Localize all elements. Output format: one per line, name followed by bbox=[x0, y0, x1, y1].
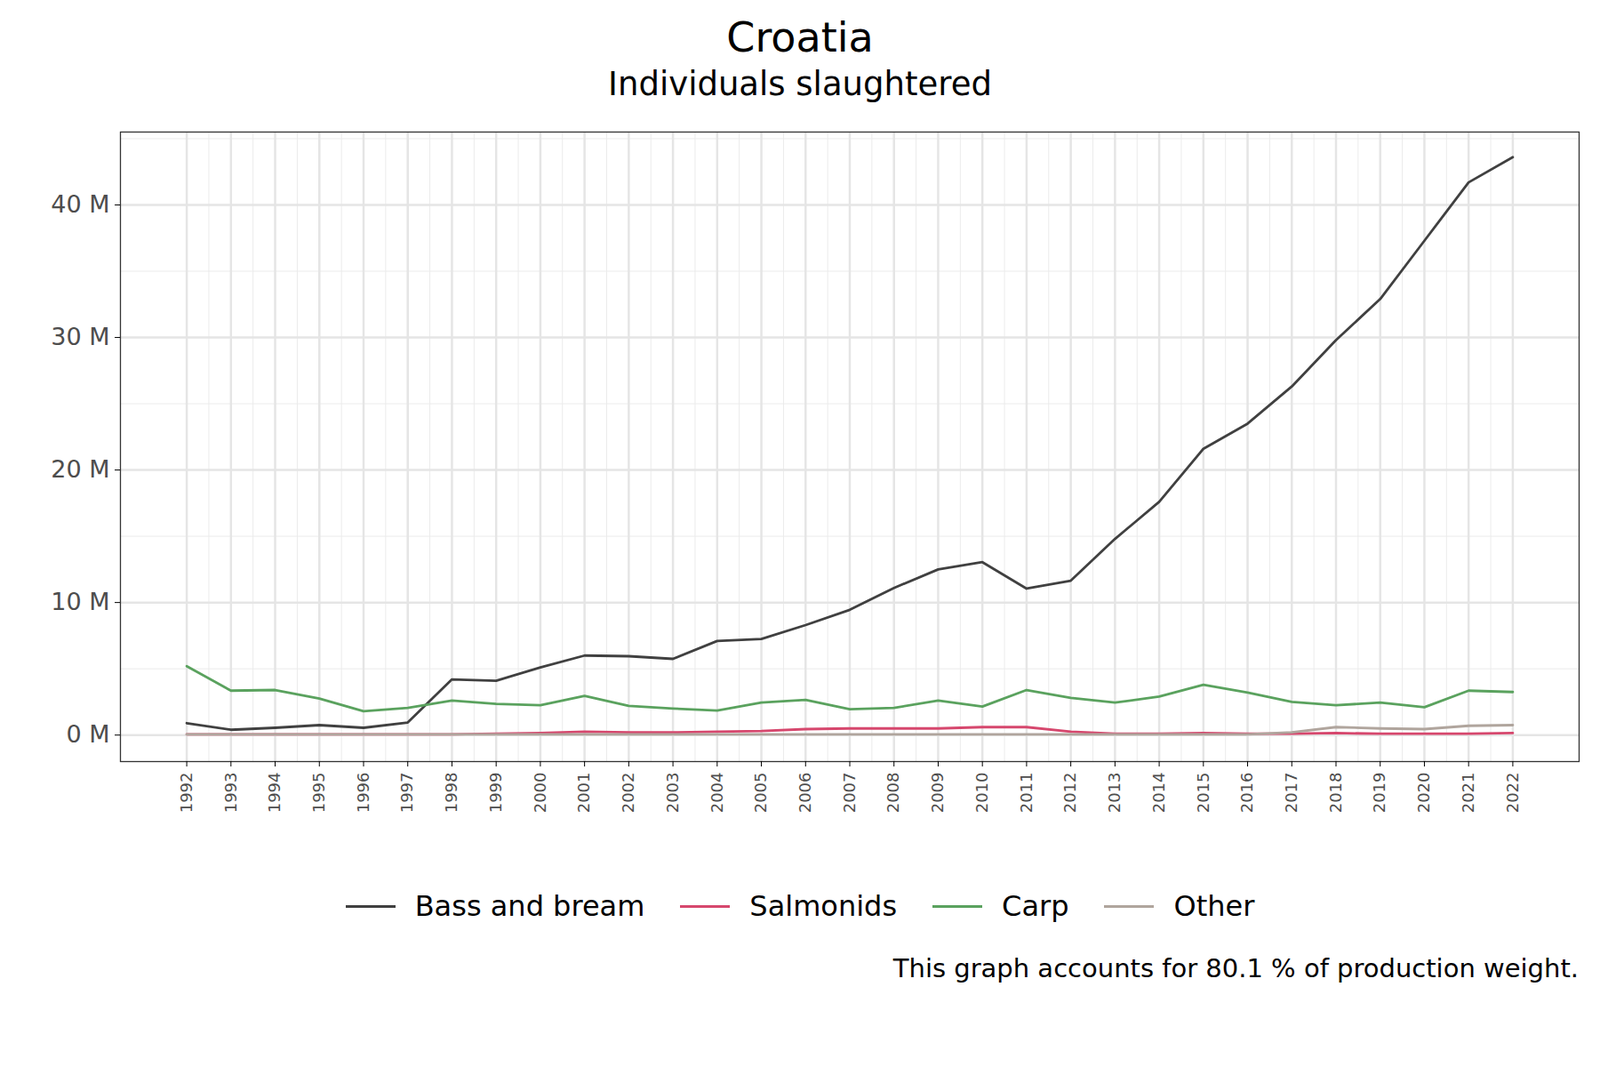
html-text:Other: Other bbox=[1173, 888, 1255, 923]
svg-text:1999: 1999 bbox=[486, 772, 505, 814]
svg-text:2002: 2002 bbox=[618, 772, 638, 814]
svg-text:2017: 2017 bbox=[1281, 772, 1301, 814]
html-text:Croatia: Croatia bbox=[726, 13, 874, 62]
svg-text:2006: 2006 bbox=[795, 772, 815, 814]
html-text:This graph accounts for 80.1 %: This graph accounts for 80.1 % of produc… bbox=[893, 952, 1579, 984]
svg-text:1992: 1992 bbox=[176, 772, 196, 814]
svg-text:2011: 2011 bbox=[1016, 772, 1036, 814]
svg-text:1997: 1997 bbox=[397, 772, 416, 814]
svg-text:1998: 1998 bbox=[441, 772, 461, 814]
svg-text:1996: 1996 bbox=[353, 772, 373, 814]
svg-text:2014: 2014 bbox=[1149, 772, 1168, 814]
svg-text:2005: 2005 bbox=[751, 772, 770, 814]
svg-text:2018: 2018 bbox=[1326, 772, 1345, 814]
svg-text:2001: 2001 bbox=[574, 772, 593, 814]
svg-text:2004: 2004 bbox=[707, 772, 727, 814]
svg-text:2022: 2022 bbox=[1503, 772, 1522, 814]
svg-text:2012: 2012 bbox=[1060, 772, 1080, 814]
svg-text:20 M: 20 M bbox=[50, 455, 110, 483]
html-text:Bass and bream: Bass and bream bbox=[414, 888, 645, 923]
html-text:Carp: Carp bbox=[1001, 888, 1069, 923]
svg-text:2010: 2010 bbox=[972, 772, 992, 814]
svg-text:2020: 2020 bbox=[1414, 772, 1433, 814]
svg-text:2019: 2019 bbox=[1369, 772, 1389, 814]
svg-text:0 M: 0 M bbox=[65, 720, 110, 748]
svg-text:2013: 2013 bbox=[1104, 772, 1124, 814]
svg-text:10 M: 10 M bbox=[50, 587, 110, 616]
html-text:Individuals slaughtered: Individuals slaughtered bbox=[608, 64, 992, 104]
svg-text:2009: 2009 bbox=[928, 772, 947, 814]
svg-text:2015: 2015 bbox=[1193, 772, 1213, 814]
svg-text:2003: 2003 bbox=[663, 772, 682, 814]
svg-text:2008: 2008 bbox=[883, 772, 903, 814]
svg-text:2021: 2021 bbox=[1458, 772, 1478, 814]
svg-text:1995: 1995 bbox=[309, 772, 328, 814]
svg-text:2007: 2007 bbox=[840, 772, 859, 814]
svg-text:2000: 2000 bbox=[530, 772, 550, 814]
svg-text:1993: 1993 bbox=[221, 772, 240, 814]
html-text:Salmonids: Salmonids bbox=[749, 888, 897, 923]
svg-text:1994: 1994 bbox=[264, 772, 284, 814]
svg-text:30 M: 30 M bbox=[50, 322, 110, 351]
svg-text:40 M: 40 M bbox=[50, 190, 110, 218]
svg-text:2016: 2016 bbox=[1237, 772, 1256, 814]
